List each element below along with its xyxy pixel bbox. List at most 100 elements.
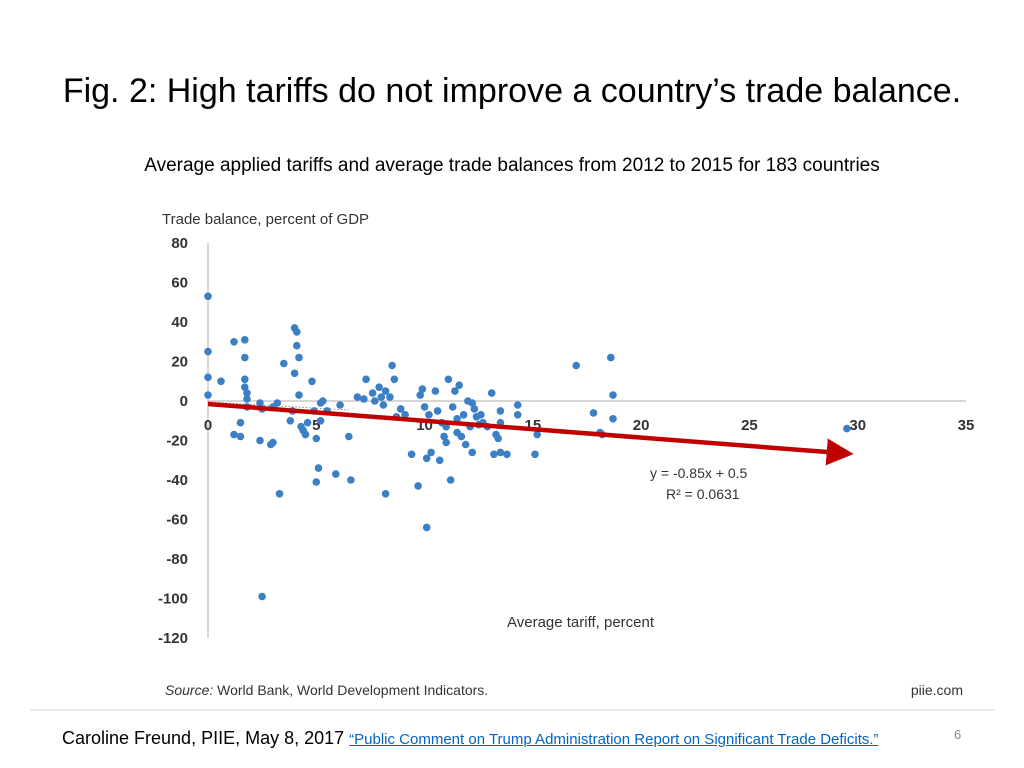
- y-axis-title: Trade balance, percent of GDP: [162, 211, 369, 228]
- data-point: [258, 592, 266, 601]
- data-point: [531, 450, 539, 459]
- data-point: [241, 336, 249, 344]
- data-point: [420, 403, 429, 411]
- data-point: [204, 292, 212, 301]
- data-point: [360, 395, 368, 403]
- source-label: Source:: [165, 682, 213, 698]
- data-point: [241, 353, 249, 362]
- y-tick-label: 0: [180, 393, 188, 410]
- data-point: [422, 523, 431, 532]
- y-tick-label: 20: [171, 354, 188, 371]
- data-point: [230, 338, 238, 346]
- x-tick-label: 5: [312, 417, 320, 434]
- x-axis-title: Average tariff, percent: [507, 614, 655, 631]
- data-point: [381, 387, 390, 395]
- data-point: [388, 361, 396, 370]
- data-point: [280, 359, 288, 368]
- data-point: [243, 395, 251, 403]
- data-point: [416, 391, 425, 399]
- data-point: [407, 450, 416, 459]
- data-point: [422, 454, 431, 463]
- citation: Caroline Freund, PIIE, May 8, 2017 “Publ…: [62, 728, 879, 749]
- data-point: [275, 490, 284, 498]
- data-point: [444, 375, 453, 384]
- y-tick-label: -80: [166, 551, 188, 568]
- data-point: [273, 399, 282, 407]
- data-point: [433, 407, 442, 415]
- data-point: [513, 411, 522, 419]
- data-point: [241, 375, 249, 384]
- citation-author: Caroline Freund, PIIE, May 8, 2017: [62, 728, 350, 748]
- y-tick-label: -60: [166, 512, 188, 529]
- data-point: [589, 409, 598, 417]
- data-point: [236, 432, 245, 441]
- slide-title: Fig. 2: High tariffs do not improve a co…: [62, 72, 962, 110]
- x-tick-label: 30: [849, 417, 866, 434]
- data-point: [312, 478, 321, 486]
- data-point: [381, 490, 390, 498]
- data-point: [487, 389, 496, 397]
- x-tick-label: 0: [204, 417, 212, 434]
- data-point: [494, 434, 503, 443]
- trend-line-group: [207, 401, 854, 466]
- regression-equation: y = -0.85x + 0.5: [650, 465, 747, 481]
- data-point: [468, 399, 477, 407]
- y-tick-label: -100: [158, 591, 188, 608]
- data-point: [435, 456, 444, 465]
- data-point: [353, 393, 362, 401]
- data-point: [533, 430, 541, 439]
- data-point: [293, 328, 301, 336]
- data-point: [490, 450, 498, 459]
- data-point: [347, 476, 355, 484]
- data-point: [319, 397, 327, 405]
- data-point: [446, 476, 455, 484]
- data-point: [459, 411, 468, 419]
- data-point: [401, 411, 409, 419]
- x-tick-label: 35: [958, 417, 975, 434]
- data-point: [468, 448, 477, 457]
- data-point: [377, 393, 386, 401]
- data-point: [448, 403, 457, 411]
- data-point: [204, 373, 212, 382]
- data-point: [496, 448, 505, 457]
- x-tick-label: 25: [741, 417, 758, 434]
- data-point: [204, 347, 212, 356]
- data-point: [470, 405, 479, 413]
- y-tick-label: 60: [171, 275, 188, 292]
- data-point: [442, 438, 451, 447]
- data-point: [362, 375, 370, 384]
- data-point: [236, 418, 245, 427]
- data-point: [371, 397, 379, 405]
- data-point: [572, 361, 580, 370]
- data-point: [425, 411, 433, 419]
- data-point: [455, 381, 464, 390]
- data-point: [243, 389, 251, 397]
- data-point: [301, 430, 310, 439]
- data-point: [427, 448, 435, 457]
- chart-source: Source: World Bank, World Development In…: [165, 682, 488, 698]
- data-point: [496, 407, 505, 415]
- data-point: [295, 353, 303, 362]
- data-point: [290, 369, 299, 378]
- x-tick-label: 20: [633, 417, 650, 434]
- data-point: [609, 415, 617, 423]
- data-point: [286, 417, 295, 425]
- data-point: [431, 387, 440, 395]
- y-tick-label: -20: [166, 433, 188, 450]
- citation-link[interactable]: “Public Comment on Trump Administration …: [349, 731, 879, 748]
- data-point: [461, 440, 470, 449]
- data-point: [312, 434, 321, 443]
- data-point: [453, 415, 461, 423]
- data-point: [503, 450, 511, 459]
- r-squared-label: R² = 0.0631: [666, 486, 740, 502]
- data-point: [295, 391, 303, 399]
- source-text: World Bank, World Development Indicators…: [213, 682, 488, 698]
- data-point: [396, 405, 405, 413]
- data-point: [414, 482, 422, 490]
- data-point: [293, 341, 301, 350]
- data-point: [316, 417, 325, 425]
- data-point: [308, 377, 316, 386]
- data-point: [332, 470, 340, 478]
- data-point: [303, 418, 312, 427]
